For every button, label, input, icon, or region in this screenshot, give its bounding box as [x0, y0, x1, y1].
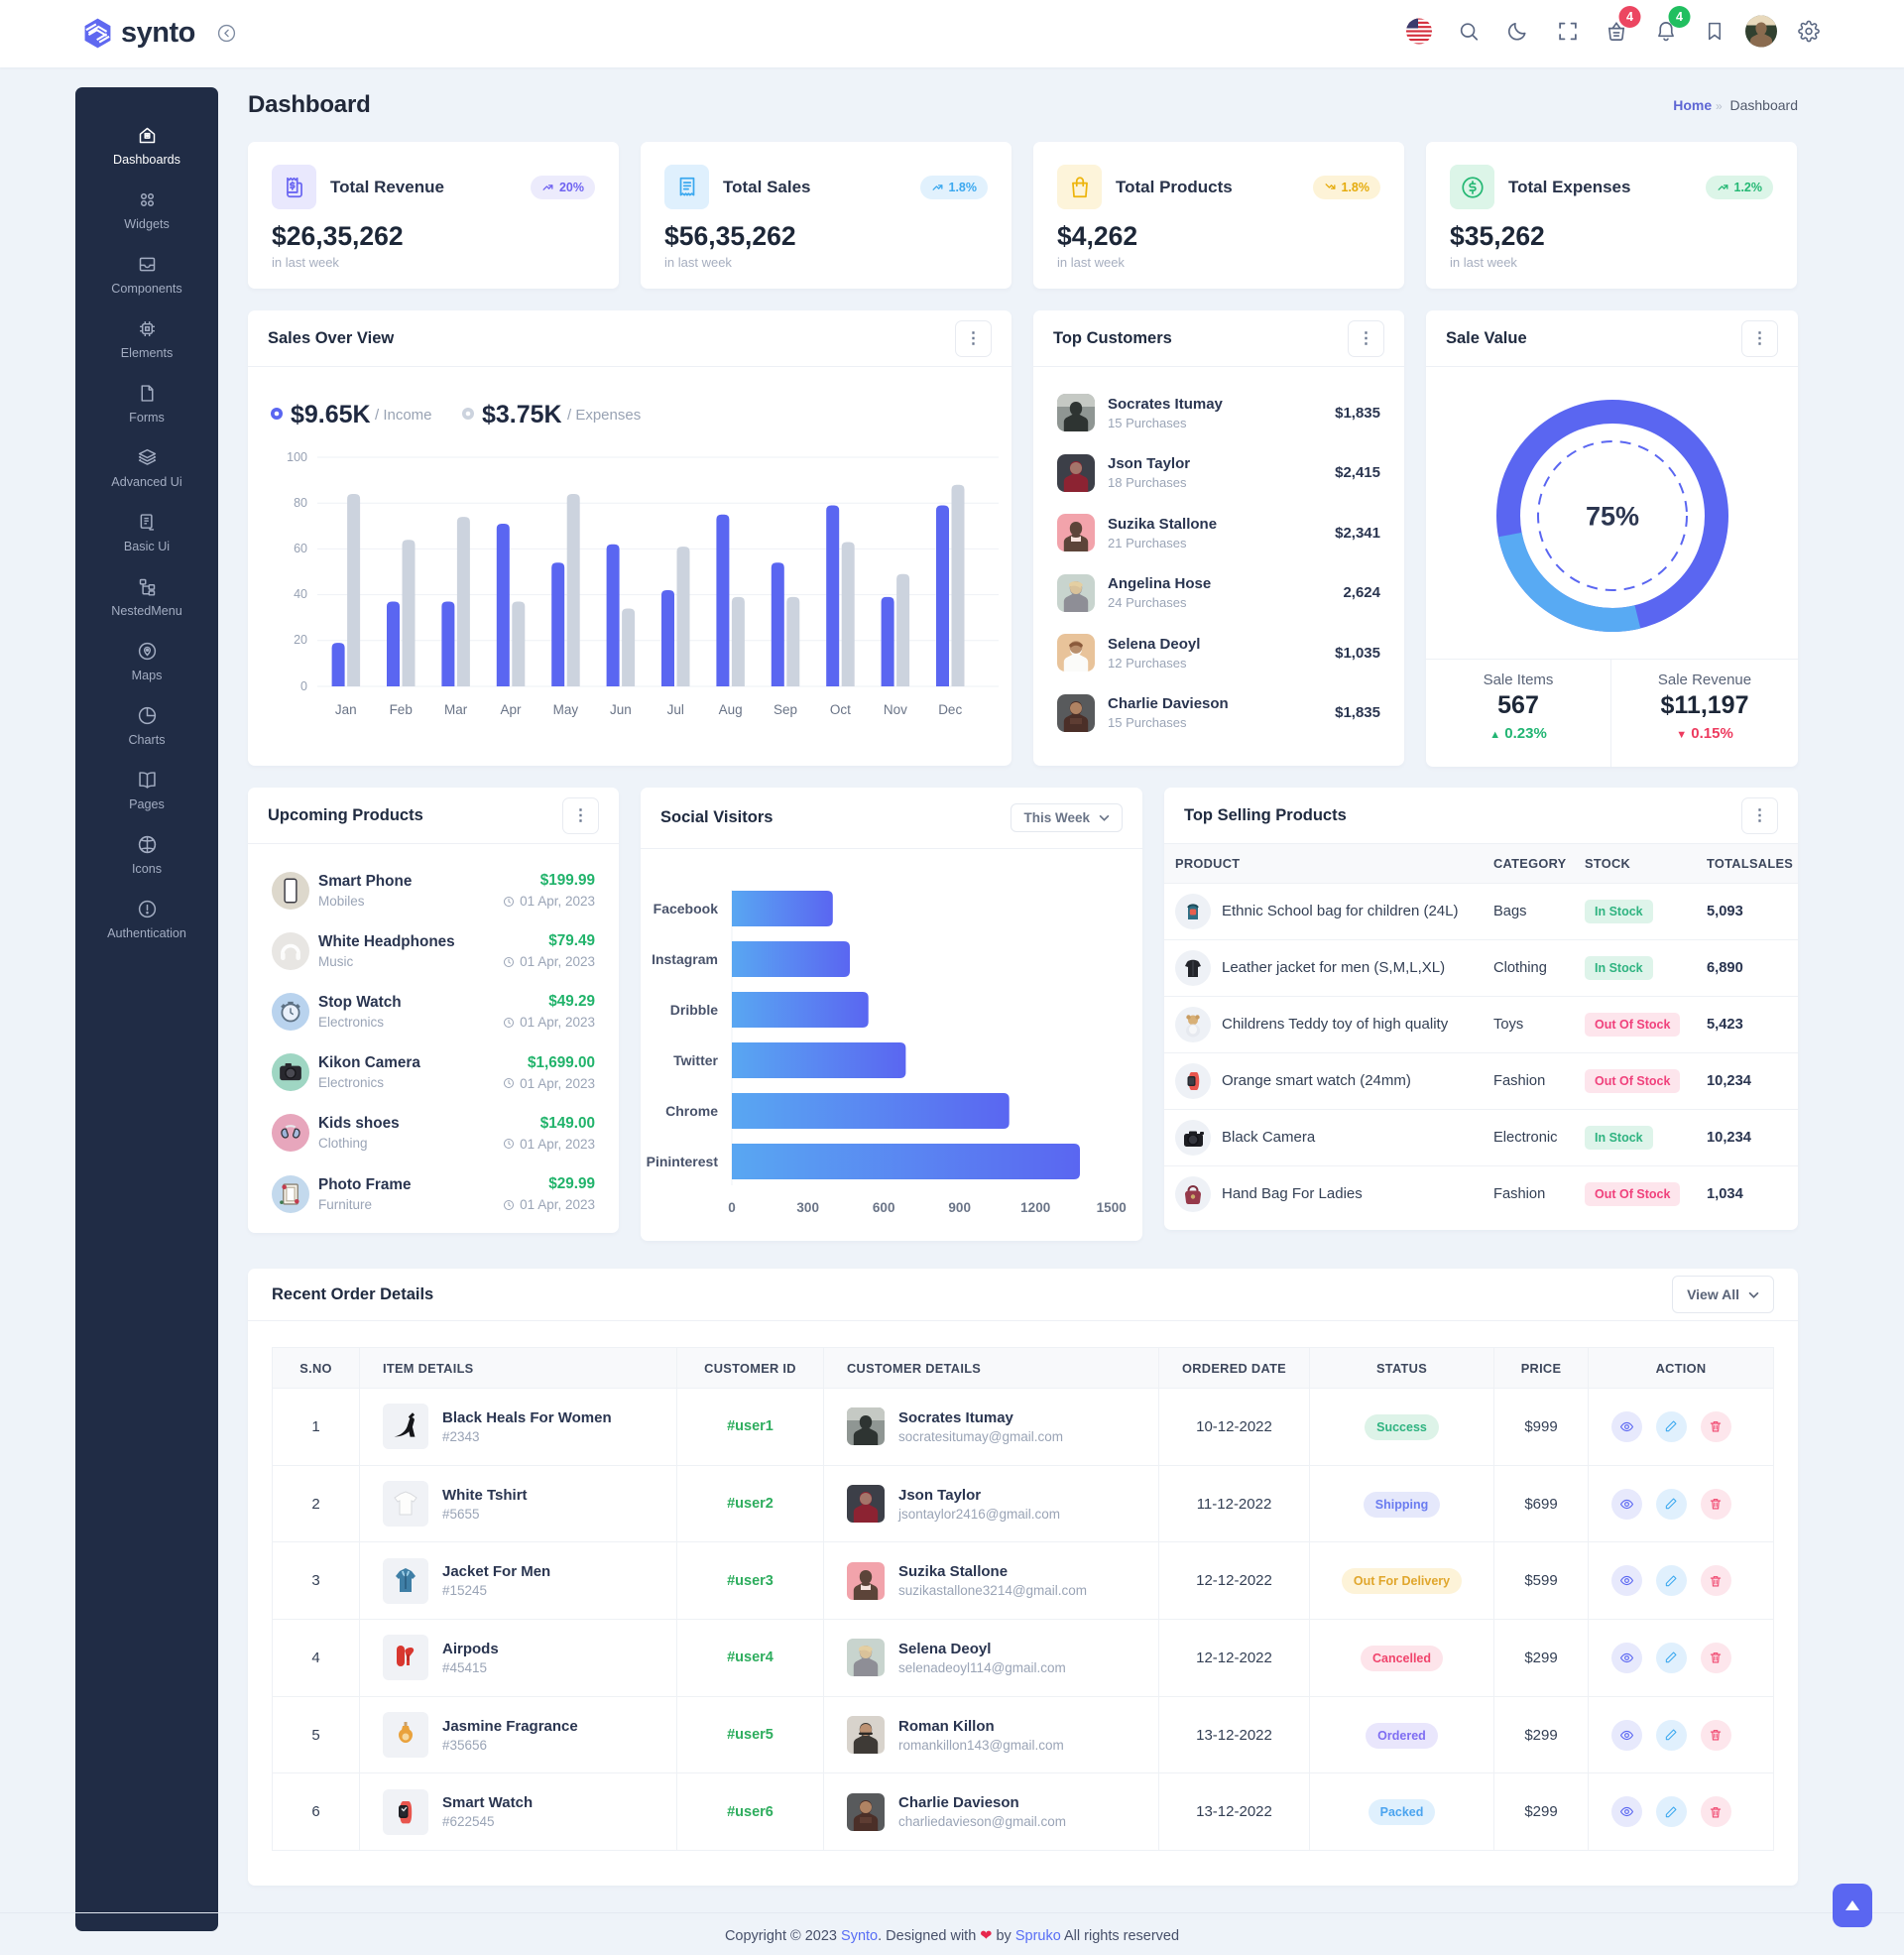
- svg-text:Mar: Mar: [444, 702, 468, 717]
- svg-text:Jan: Jan: [335, 702, 357, 717]
- svg-text:Pininterest: Pininterest: [647, 1154, 719, 1169]
- svg-text:Apr: Apr: [500, 702, 522, 717]
- svg-text:20: 20: [294, 633, 307, 647]
- svg-text:900: 900: [948, 1200, 971, 1215]
- svg-text:Jul: Jul: [667, 702, 684, 717]
- svg-text:May: May: [553, 702, 579, 717]
- svg-text:Facebook: Facebook: [654, 901, 719, 916]
- svg-text:$9.65K: $9.65K: [291, 401, 371, 428]
- svg-text:/ Income: / Income: [375, 407, 432, 424]
- svg-text:100: 100: [287, 450, 307, 464]
- svg-text:80: 80: [294, 496, 307, 510]
- svg-text:Sep: Sep: [774, 702, 797, 717]
- svg-text:Aug: Aug: [719, 702, 743, 717]
- svg-text:Oct: Oct: [830, 702, 851, 717]
- svg-text:75%: 75%: [1586, 502, 1639, 532]
- svg-text:Twitter: Twitter: [673, 1052, 718, 1068]
- svg-text:40: 40: [294, 587, 307, 601]
- svg-text:0: 0: [728, 1200, 736, 1215]
- svg-text:Nov: Nov: [884, 702, 907, 717]
- svg-text:Dec: Dec: [938, 702, 962, 717]
- svg-text:300: 300: [796, 1200, 819, 1215]
- svg-text:600: 600: [873, 1200, 895, 1215]
- svg-text:$3.75K: $3.75K: [482, 401, 562, 428]
- svg-text:Chrome: Chrome: [665, 1103, 718, 1119]
- svg-text:0: 0: [300, 679, 307, 693]
- svg-text:Jun: Jun: [610, 702, 632, 717]
- svg-text:Dribble: Dribble: [670, 1002, 718, 1018]
- svg-text:/ Expenses: / Expenses: [567, 407, 641, 424]
- svg-text:Feb: Feb: [390, 702, 413, 717]
- svg-text:1200: 1200: [1020, 1200, 1050, 1215]
- svg-text:60: 60: [294, 542, 307, 555]
- svg-text:Instagram: Instagram: [652, 951, 718, 967]
- svg-text:1500: 1500: [1097, 1200, 1127, 1215]
